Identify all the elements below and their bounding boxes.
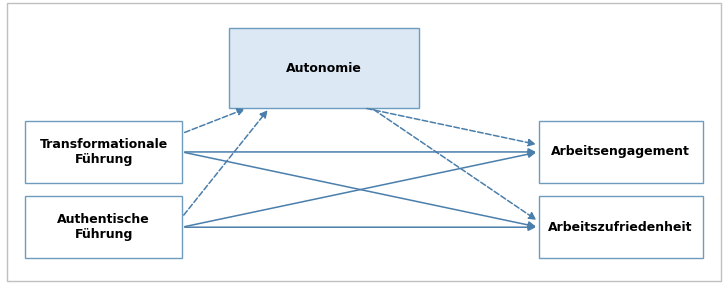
Text: Transformationale
Führung: Transformationale Führung [39,138,168,166]
FancyBboxPatch shape [25,196,182,258]
FancyBboxPatch shape [229,28,419,108]
FancyBboxPatch shape [25,121,182,183]
Text: Authentische
Führung: Authentische Führung [58,213,150,241]
FancyBboxPatch shape [539,196,703,258]
FancyBboxPatch shape [539,121,703,183]
Text: Autonomie: Autonomie [286,62,362,75]
Text: Arbeitszufriedenheit: Arbeitszufriedenheit [548,221,693,234]
Text: Arbeitsengagement: Arbeitsengagement [551,145,690,158]
